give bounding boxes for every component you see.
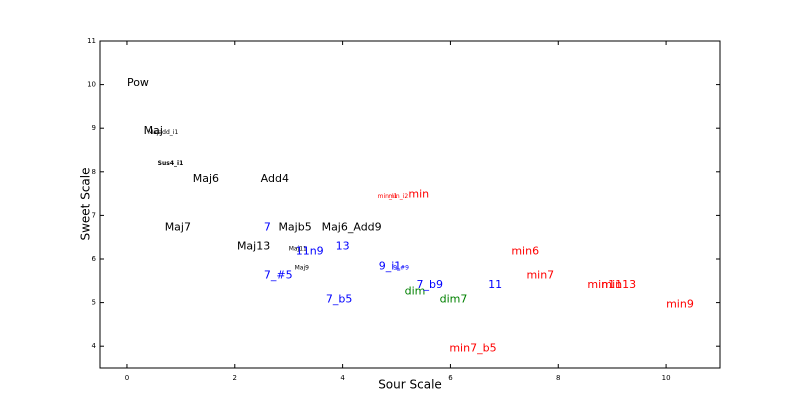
x-tick-label: 6 <box>448 374 453 382</box>
point-label: min6 <box>511 245 539 258</box>
y-tick-label: 4 <box>92 342 97 350</box>
point-label: 7_b5 <box>326 293 352 306</box>
point-label: Majadd_i1 <box>148 129 178 136</box>
point-label: Maj6 <box>193 172 219 185</box>
point-label: Maj9 <box>295 264 310 271</box>
y-tick-label: 11 <box>87 37 96 45</box>
point-label: Maj6_Add9 <box>322 221 382 234</box>
x-tick-label: 2 <box>233 374 237 382</box>
point-label: dim <box>405 284 426 297</box>
y-tick-label: 9 <box>92 124 96 132</box>
x-tick-label: 4 <box>340 374 345 382</box>
point-label: min11 <box>587 278 622 291</box>
x-axis-label: Sour Scale <box>378 378 442 392</box>
point-label: min_i2 <box>388 193 408 200</box>
x-tick-label: 8 <box>556 374 560 382</box>
y-tick-label: 8 <box>92 168 96 176</box>
point-label: Pow <box>127 76 149 89</box>
point-label: 7 <box>264 221 271 234</box>
y-axis-label: Sweet Scale <box>79 167 93 240</box>
point-label: Majb5 <box>278 221 311 234</box>
point-label: dim7 <box>440 293 468 306</box>
point-label: min7_b5 <box>449 341 496 354</box>
point-label: min <box>408 188 429 201</box>
point-label: 11n9 <box>296 245 324 258</box>
x-tick-label: 0 <box>125 374 129 382</box>
point-label: 7_#5 <box>264 269 293 282</box>
y-tick-label: 5 <box>92 299 96 307</box>
point-label: Maj13 <box>237 239 270 252</box>
point-label: 11 <box>488 278 502 291</box>
point-label: min9 <box>666 297 694 310</box>
point-label: 7_b9 <box>416 278 442 291</box>
point-label: 9_#9 <box>393 264 409 271</box>
point-label: 9_i1 <box>379 259 402 272</box>
point-label: 13 <box>336 239 350 252</box>
point-label: Maj <box>144 124 163 137</box>
y-tick-label: 6 <box>92 255 97 263</box>
y-tick-label: 10 <box>87 81 96 89</box>
x-tick-label: 10 <box>662 374 671 382</box>
point-label: Maj11 <box>289 245 307 252</box>
point-label: Maj7 <box>165 221 191 234</box>
plot-frame <box>99 40 721 369</box>
point-label: min13 <box>601 278 636 291</box>
point-label: min_i1 <box>378 193 398 200</box>
point-label: min7 <box>526 269 554 282</box>
y-tick-label: 7 <box>92 211 96 219</box>
point-label: Add4 <box>261 172 289 185</box>
point-label: Sus4_i1 <box>158 160 184 167</box>
